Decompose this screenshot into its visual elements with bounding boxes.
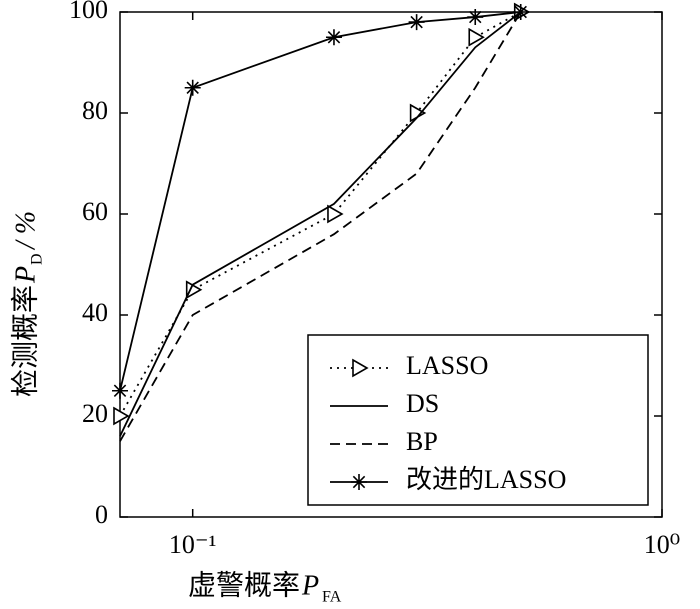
marker — [327, 204, 344, 224]
x-axis-label: 虚警概率 — [188, 569, 300, 601]
marker — [185, 280, 203, 300]
x-axis-var: P — [301, 570, 319, 601]
marker — [408, 14, 425, 31]
y-tick-label: 0 — [95, 500, 108, 529]
marker — [113, 406, 130, 426]
y-tick-label: 100 — [69, 0, 108, 24]
marker — [512, 4, 529, 20]
series-line — [119, 11, 521, 391]
marker — [467, 9, 484, 26]
x-axis-sub: FA — [322, 589, 342, 606]
y-axis-label-group: 检测概率 P D / % — [9, 211, 45, 397]
x-tick-label: 10⁰ — [644, 530, 680, 559]
y-tick-label: 40 — [82, 298, 108, 327]
y-tick-label: 60 — [82, 197, 108, 226]
marker — [468, 27, 485, 47]
series-line — [119, 11, 522, 442]
y-axis-var: P — [10, 266, 41, 284]
x-tick-label: 10⁻¹ — [169, 530, 217, 559]
series-line — [119, 11, 522, 417]
y-axis-label: 检测概率 — [9, 285, 41, 397]
y-tick-label: 20 — [82, 399, 108, 428]
marker — [112, 382, 128, 399]
series-line — [119, 11, 522, 437]
plot-frame — [119, 11, 663, 518]
marker — [409, 103, 427, 123]
legend-marker — [352, 358, 369, 378]
y-axis-sub: D — [29, 253, 46, 265]
legend-marker — [351, 474, 367, 490]
marker — [184, 79, 201, 96]
marker — [325, 29, 342, 46]
legend-label: BP — [406, 427, 438, 456]
legend-label: DS — [406, 389, 439, 418]
y-tick-label: 80 — [82, 96, 108, 125]
legend-label: LASSO — [406, 351, 488, 380]
legend-label: 改进的LASSO — [406, 465, 566, 494]
y-axis-unit: / % — [10, 211, 41, 251]
